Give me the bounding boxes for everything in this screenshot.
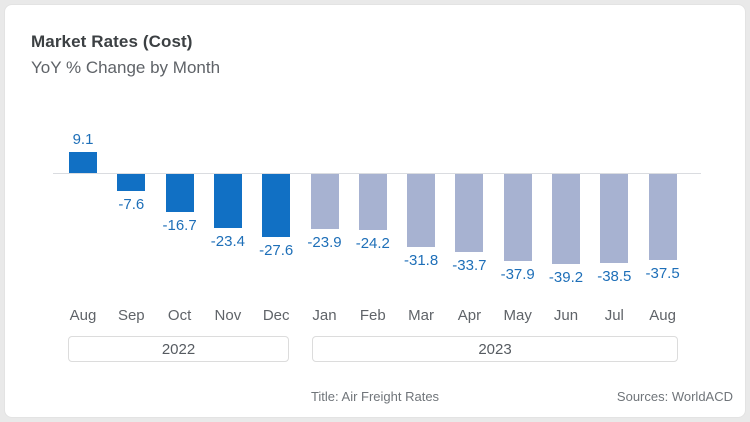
chart-subtitle: YoY % Change by Month xyxy=(31,58,221,77)
bar-value-label: -23.9 xyxy=(307,233,342,251)
month-axis-label: Nov xyxy=(214,307,242,324)
bar-value-label: -27.6 xyxy=(259,242,294,260)
bar-value-label: -24.2 xyxy=(355,234,390,252)
zero-axis-line xyxy=(53,173,701,174)
bar-value-label: -39.2 xyxy=(548,269,584,287)
year-group-label: 2023 xyxy=(478,340,512,358)
month-axis-label: Jun xyxy=(553,307,579,324)
bar-jan-2023 xyxy=(310,174,339,229)
bar-value-label: -37.5 xyxy=(645,265,680,283)
month-axis-label: Aug xyxy=(69,307,97,324)
bar-value-label: -23.4 xyxy=(210,232,245,250)
bar-apr-2023 xyxy=(455,174,484,252)
year-group-2023: 2023 xyxy=(312,336,678,362)
bar-value-label: -37.9 xyxy=(500,266,535,284)
bar-aug-2022 xyxy=(69,152,97,173)
month-axis-label: Apr xyxy=(457,307,482,324)
bar-value-label: 9.1 xyxy=(72,131,94,149)
bar-nov-2022 xyxy=(213,174,242,228)
chart-sources: Sources: WorldACD xyxy=(616,389,733,404)
bar-value-label: -7.6 xyxy=(118,196,145,214)
year-group-2022: 2022 xyxy=(68,336,289,362)
month-axis-label: Mar xyxy=(408,307,435,324)
bar-value-label: -16.7 xyxy=(162,217,197,235)
bar-aug-2023 xyxy=(648,174,677,261)
month-axis-label: May xyxy=(503,307,532,324)
bar-oct-2022 xyxy=(165,174,194,213)
month-axis-label: Jul xyxy=(604,307,624,324)
bar-jul-2023 xyxy=(600,174,629,263)
month-axis-label: Sep xyxy=(117,307,145,324)
month-axis-label: Feb xyxy=(359,307,386,324)
bar-value-label: -38.5 xyxy=(597,267,632,285)
bar-value-label: -33.7 xyxy=(452,256,487,274)
bar-mar-2023 xyxy=(407,174,436,248)
month-axis-label: Jan xyxy=(312,307,337,324)
chart-card: Market Rates (Cost) YoY % Change by Mont… xyxy=(4,4,746,418)
bar-value-label: -31.8 xyxy=(403,252,439,270)
month-axis-label: Aug xyxy=(649,307,676,324)
chart-caption: Title: Air Freight Rates xyxy=(310,389,440,404)
chart-title: Market Rates (Cost) xyxy=(31,32,193,51)
bar-may-2023 xyxy=(503,174,532,262)
year-group-label: 2022 xyxy=(161,340,196,358)
month-axis-label: Oct xyxy=(167,307,192,324)
month-axis-label: Dec xyxy=(262,307,290,324)
bar-jun-2023 xyxy=(552,174,580,265)
bar-feb-2023 xyxy=(358,174,387,230)
bar-sep-2022 xyxy=(117,174,146,192)
bar-dec-2022 xyxy=(262,174,291,238)
